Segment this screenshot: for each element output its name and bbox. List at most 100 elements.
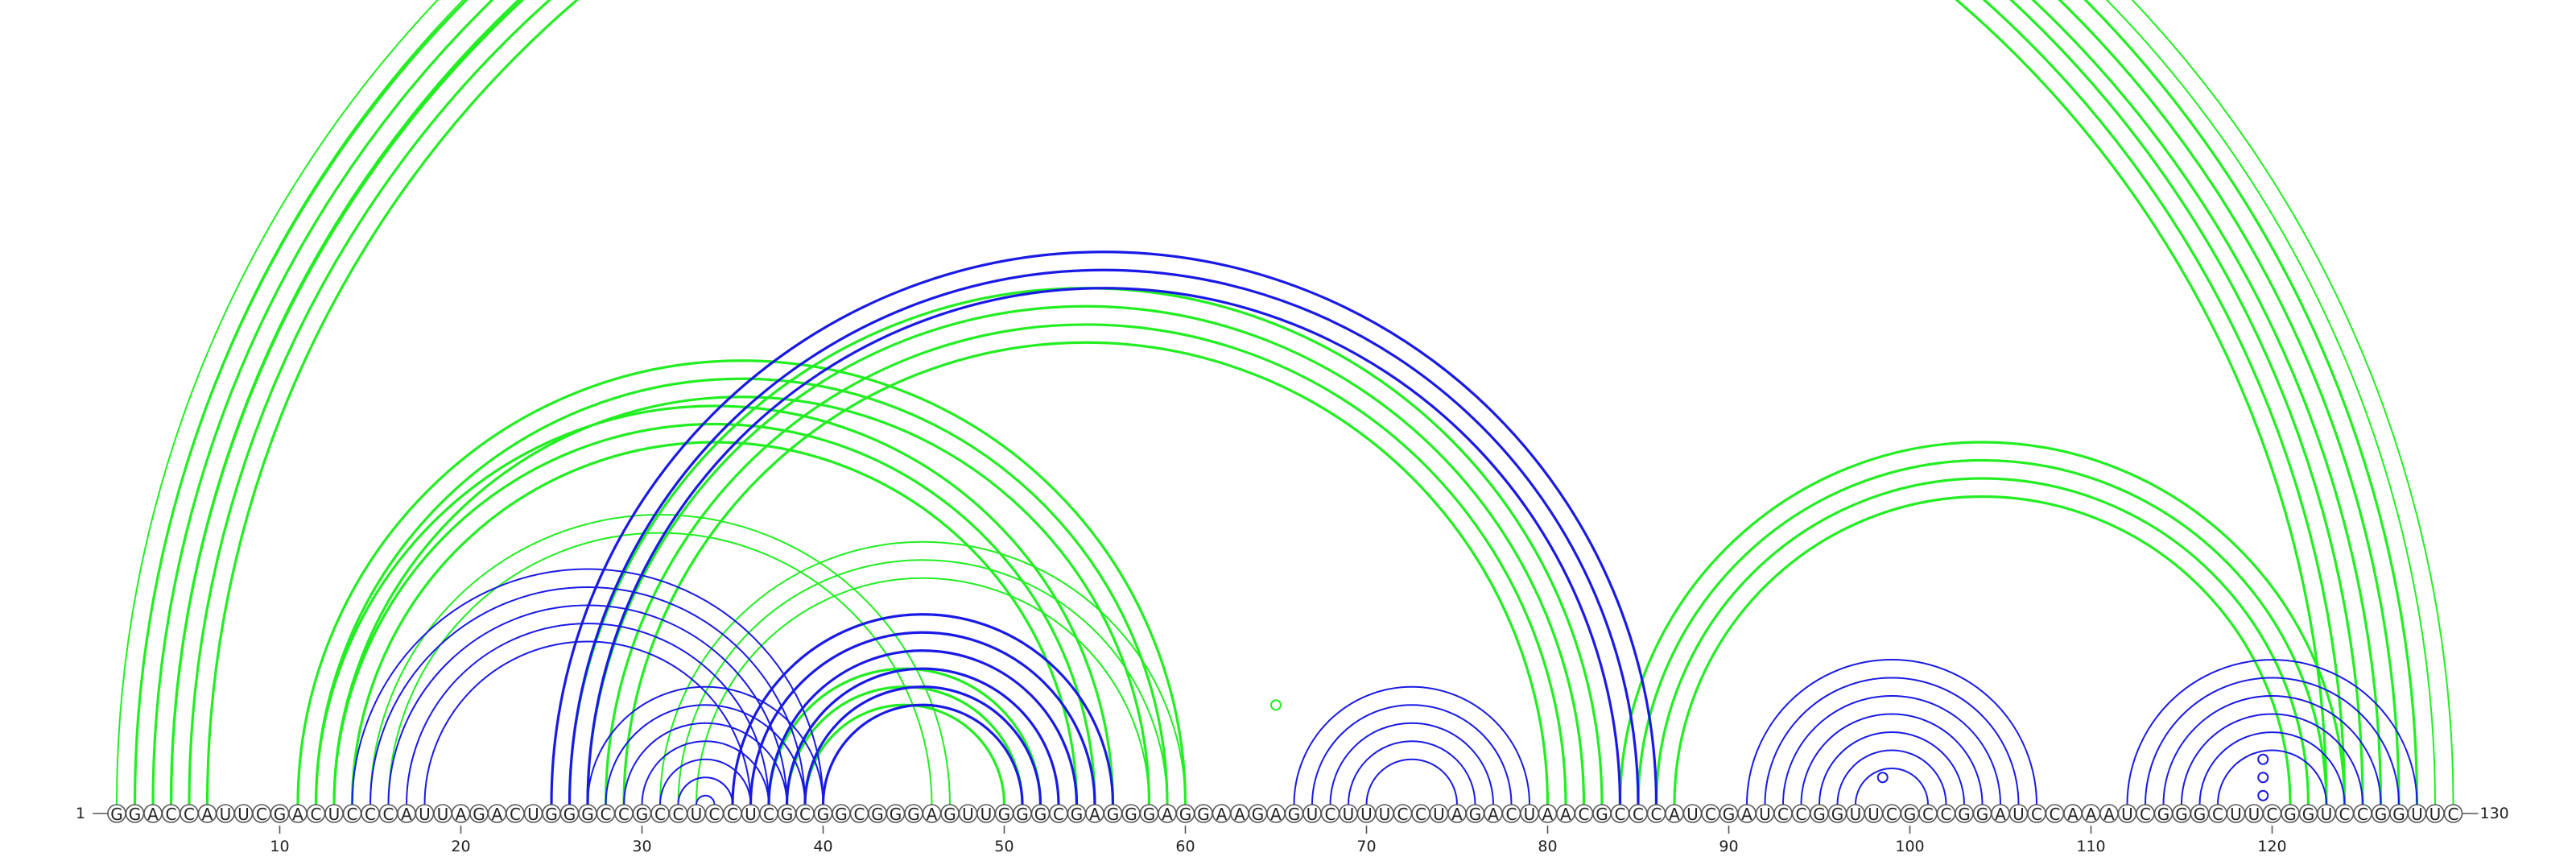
- nucleotide-letter: U: [2230, 805, 2242, 824]
- nucleotide-letter: C: [1397, 805, 1409, 824]
- nucleotide-letter: C: [1325, 805, 1336, 824]
- nucleotide-letter: A: [2086, 805, 2097, 824]
- nucleotide-letter: U: [691, 805, 703, 824]
- arc-green-12-56: [314, 404, 1115, 805]
- nucleotide-51: G: [1013, 804, 1032, 824]
- arc-green-4-126: [169, 0, 2383, 805]
- arc-blue-116-124: [2198, 731, 2346, 805]
- nucleotide-52: G: [1030, 804, 1051, 824]
- arc-green-28-81: [604, 323, 1567, 805]
- nucleotide-letter: U: [1850, 805, 1862, 824]
- nucleotide-13: U: [324, 804, 344, 824]
- nucleotide-63: A: [1230, 804, 1249, 824]
- nucleotide-39: C: [795, 804, 815, 824]
- arc-green-16-46: [387, 532, 933, 805]
- nucleotide-letter: C: [311, 805, 322, 824]
- arc-apex-marker-green: [1270, 699, 1282, 711]
- nucleotide-letter: C: [1777, 805, 1789, 824]
- nucleotide-letter: G: [1288, 805, 1301, 824]
- arc-blue-117-123: [2217, 749, 2327, 805]
- nucleotide-69: U: [1339, 804, 1358, 824]
- nucleotide-letter: C: [2357, 805, 2368, 824]
- nucleotide-letter: G: [1976, 805, 1989, 824]
- nucleotide-65: A: [1266, 804, 1286, 824]
- nucleotide-81: A: [1556, 804, 1575, 824]
- arc-blue-39-52: [803, 685, 1042, 805]
- nucleotide-24: U: [523, 804, 543, 824]
- nucleotide-82: C: [1574, 804, 1594, 824]
- nucleotide-12: C: [306, 804, 326, 824]
- nucleotide-110: A: [2081, 804, 2101, 824]
- arc-blue-27-40: [587, 685, 824, 805]
- nucleotide-letter: U: [2013, 805, 2025, 824]
- nucleotide-40: G: [813, 804, 833, 824]
- nucleotide-letter: C: [2339, 805, 2351, 824]
- nucleotide-111: A: [2099, 804, 2119, 824]
- nucleotide-letter: G: [2302, 805, 2315, 824]
- nucleotide-130: C: [2443, 804, 2463, 824]
- nucleotide-letter: C: [1615, 805, 1626, 824]
- nucleotide-letter: C: [618, 805, 630, 824]
- nucleotide-119: U: [2244, 804, 2264, 824]
- arc-green-38-51: [785, 685, 1024, 805]
- arc-blue-32-35: [677, 776, 733, 805]
- arc-blue-31-36: [659, 758, 752, 805]
- arc-green-2-129: [134, 0, 2436, 805]
- nucleotide-35: C: [723, 804, 742, 824]
- tick-label-20: 20: [451, 838, 470, 855]
- arc-blue-17-37: [406, 623, 770, 805]
- nucleotide-letter: A: [147, 805, 159, 824]
- nucleotide-letter: A: [2103, 805, 2115, 824]
- nucleotide-123: U: [2317, 804, 2336, 824]
- nucleotide-19: U: [433, 804, 452, 824]
- nucleotide-47: G: [940, 804, 960, 824]
- nucleotide-109: A: [2063, 804, 2083, 824]
- nucleotide-letter: G: [2392, 805, 2405, 824]
- nucleotide-letter: C: [763, 805, 774, 824]
- nucleotide-107: C: [2027, 804, 2046, 824]
- nucleotide-letter: C: [709, 805, 720, 824]
- tick-label-10: 10: [270, 838, 289, 855]
- nucleotide-56: G: [1103, 804, 1123, 824]
- nucleotide-letter: G: [1813, 805, 1826, 824]
- nucleotide-88: U: [1682, 804, 1703, 824]
- nucleotide-letter: G: [2194, 805, 2207, 824]
- tick-label-110: 110: [2076, 838, 2105, 855]
- nucleotide-100: G: [1900, 804, 1920, 824]
- nucleotide-letter: G: [1958, 805, 1971, 824]
- nucleotide-114: G: [2153, 804, 2174, 824]
- nucleotide-letter: C: [1579, 805, 1590, 824]
- nucleotide-92: U: [1755, 804, 1775, 824]
- nucleotide-4: C: [161, 804, 181, 824]
- nucleotide-letter: G: [2157, 805, 2170, 824]
- nucleotide-117: C: [2208, 804, 2227, 824]
- nucleotide-28: C: [596, 804, 616, 824]
- nucleotide-letter: U: [1360, 805, 1373, 824]
- nucleotide-32: C: [668, 804, 688, 824]
- nucleotide-7: U: [216, 804, 235, 824]
- arc-green-33-58: [696, 577, 1150, 805]
- nucleotide-letter: A: [1234, 805, 1245, 824]
- nucleotide-letter: A: [492, 805, 503, 824]
- nucleotide-letter: C: [1633, 805, 1644, 824]
- nucleotide-61: G: [1194, 804, 1213, 824]
- nucleotide-letter: C: [1941, 805, 1952, 824]
- nucleotide-89: C: [1701, 804, 1720, 824]
- nucleotide-letter: C: [2448, 805, 2459, 824]
- nucleotide-letter: G: [636, 805, 649, 824]
- nucleotide-115: G: [2172, 804, 2191, 824]
- nucleotide-97: U: [1846, 804, 1865, 824]
- nucleotide-letter: G: [1125, 805, 1137, 824]
- nucleotide-77: A: [1484, 804, 1503, 824]
- nucleotide-letter: C: [1415, 805, 1426, 824]
- arc-blue-114-126: [2162, 695, 2382, 805]
- nucleotide-31: C: [650, 804, 670, 824]
- arc-blue-91-107: [1746, 659, 2037, 805]
- arc-apex-marker-blue: [1876, 772, 1889, 784]
- nucleotide-70: U: [1356, 804, 1377, 824]
- nucleotide-letter: U: [220, 805, 232, 824]
- nucleotide-79: U: [1520, 804, 1539, 824]
- arc-green-6-123: [205, 0, 2328, 805]
- nucleotide-letter: G: [998, 805, 1011, 824]
- arc-blue-25-86: [550, 250, 1658, 805]
